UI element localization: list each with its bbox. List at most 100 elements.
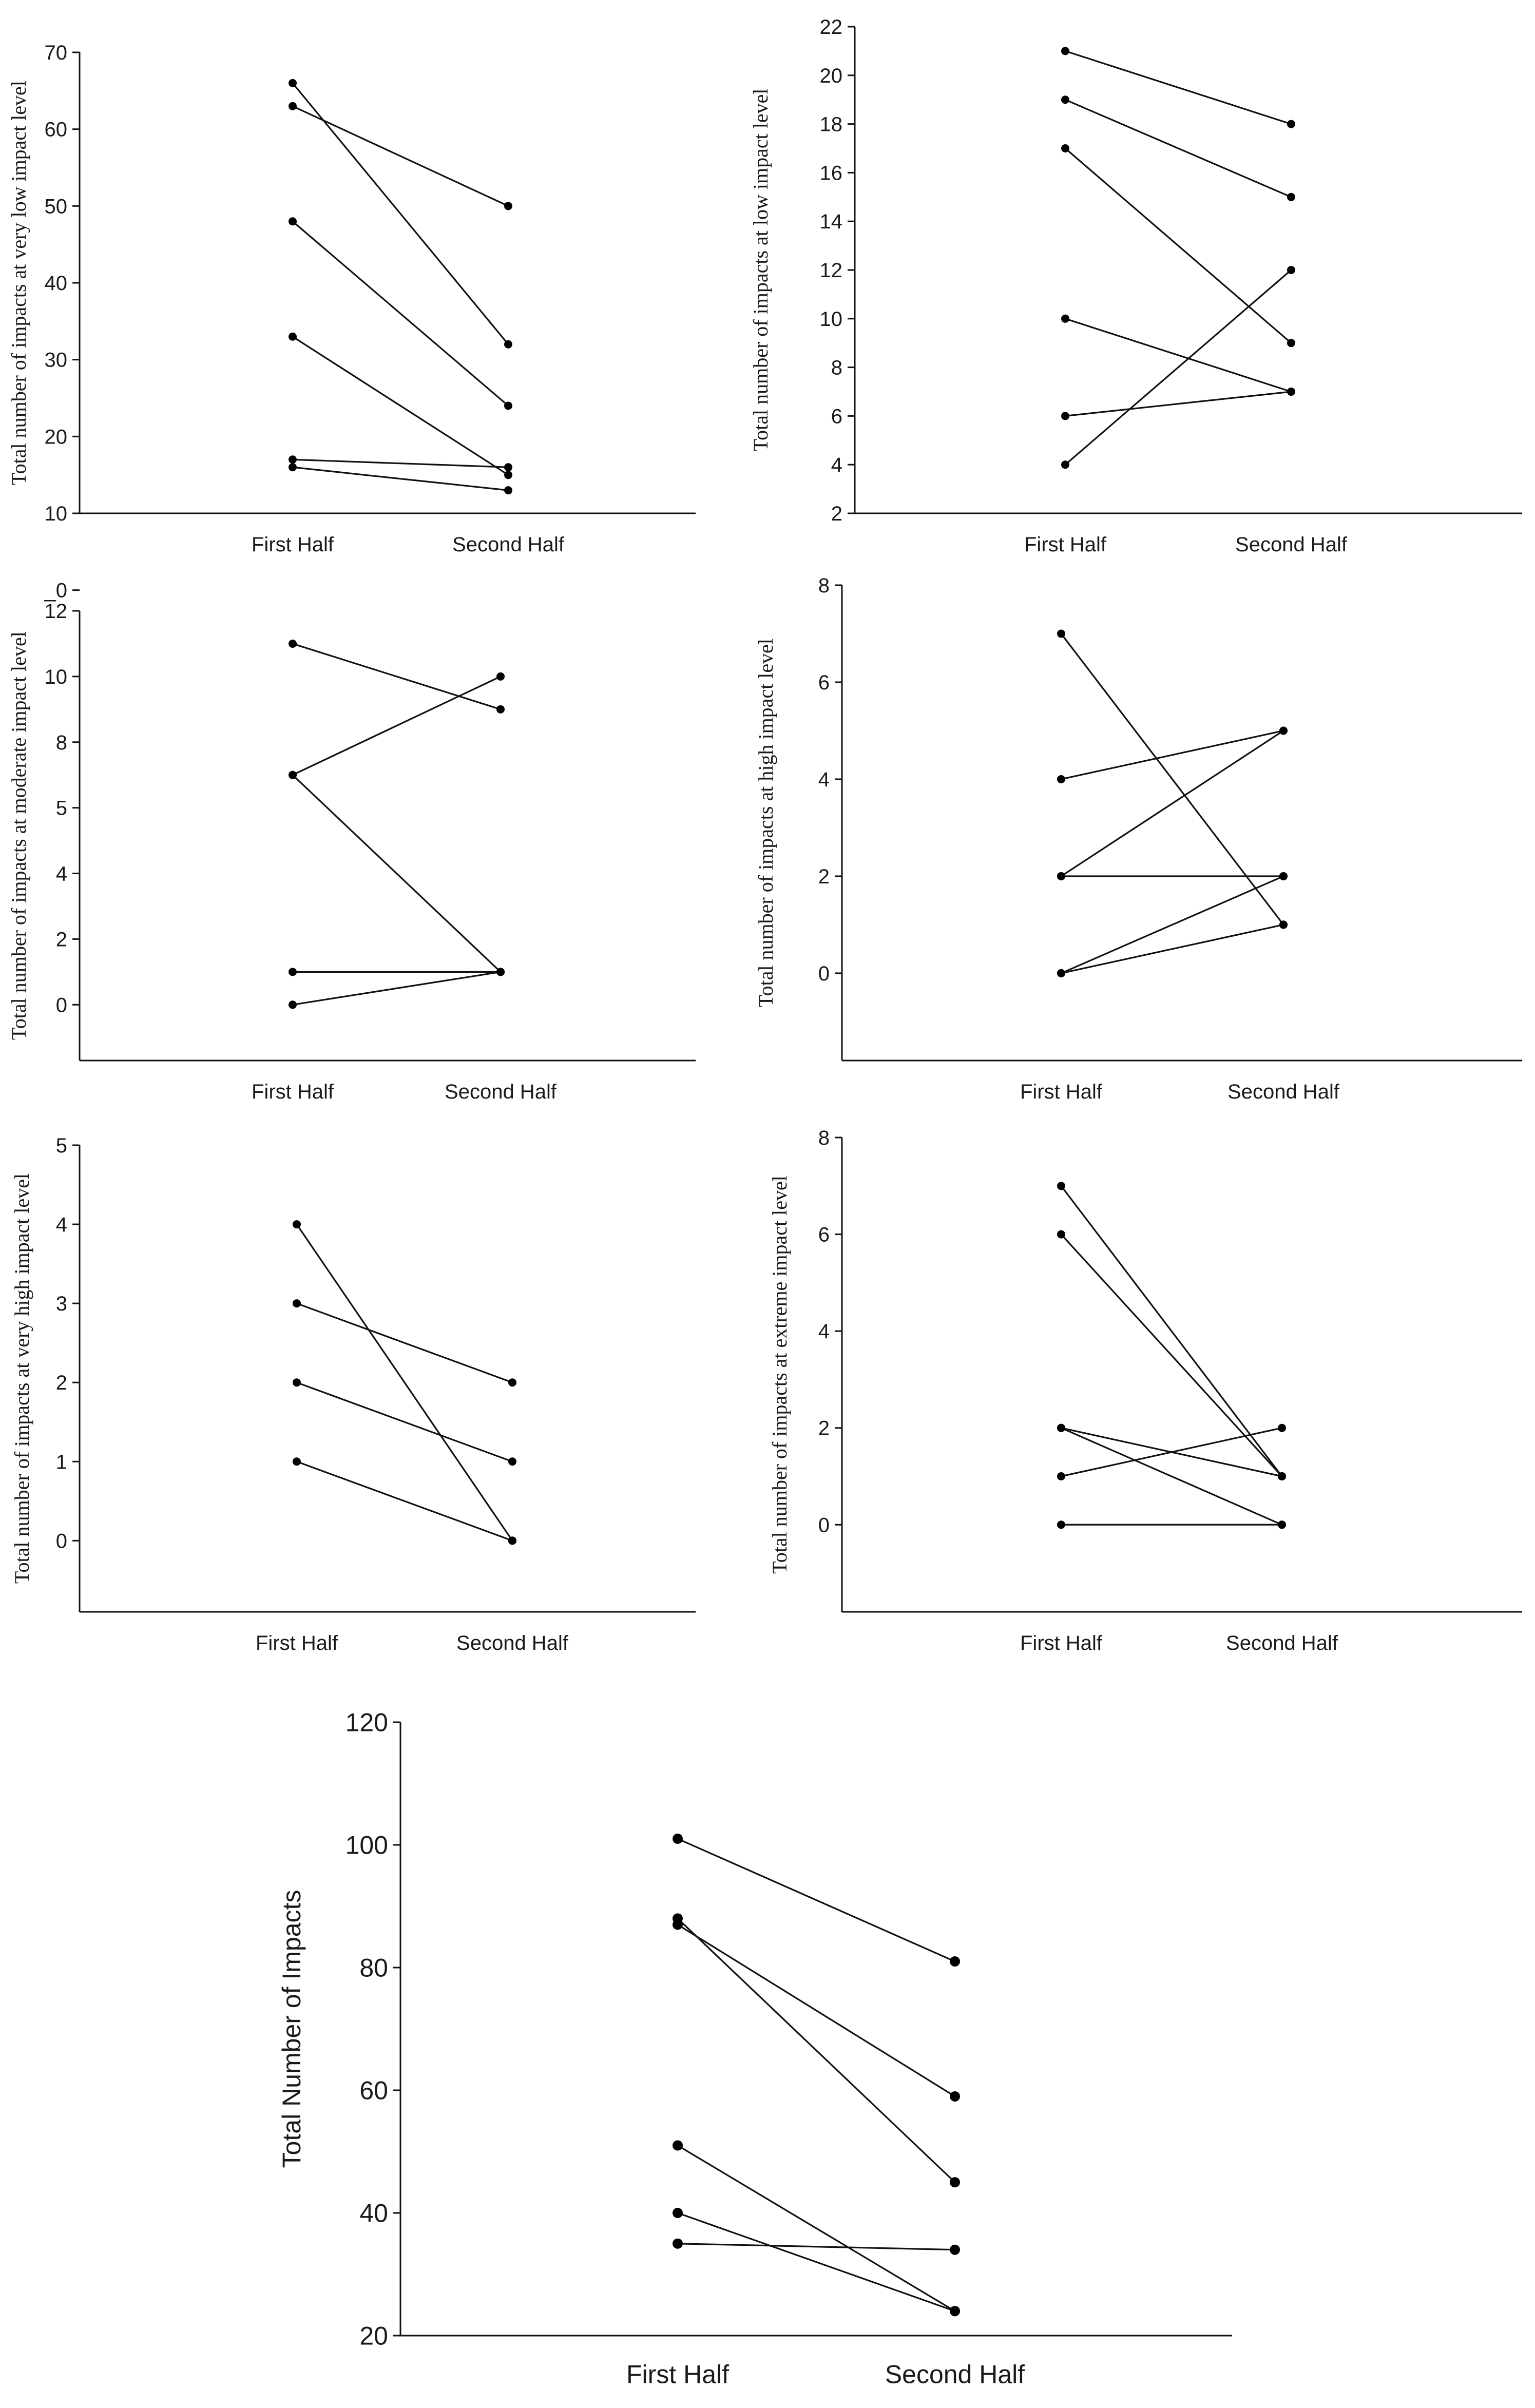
- series-line-player-5: [292, 458, 509, 468]
- data-point-first-half: [293, 1457, 301, 1466]
- series-line-player-6: [1061, 923, 1284, 974]
- y-tick-label: 40: [45, 272, 68, 295]
- y-tick-label: 20: [820, 65, 843, 87]
- series-line-player-4: [677, 2145, 955, 2312]
- data-point-first-half: [1061, 95, 1069, 104]
- y-tick-label: 20: [359, 2322, 388, 2351]
- series-line-player-5: [1065, 391, 1292, 417]
- data-point-first-half: [673, 2208, 683, 2218]
- series-line-player-1: [292, 643, 501, 710]
- y-tick-label: _0: [44, 580, 68, 602]
- y-tick-label: 3: [56, 1293, 67, 1315]
- data-point-second-half: [950, 1956, 960, 1967]
- data-point-second-half: [950, 2244, 960, 2255]
- data-point-first-half: [293, 1299, 301, 1308]
- y-axis-title: Total Number of Impacts: [277, 1890, 306, 2168]
- y-tick-label: 8: [56, 731, 67, 754]
- data-point-first-half: [673, 1834, 683, 1844]
- chart-panel-3: 0 2 4 5 8 10 12 First Half Second Half Total numb…: [7, 600, 696, 1103]
- x-category-label-second-half: Second Half: [445, 1081, 557, 1103]
- x-category-label-first-half: First Half: [252, 1081, 334, 1103]
- series-line-player-3: [292, 774, 502, 973]
- y-tick-label: 80: [359, 1954, 388, 1982]
- data-point-second-half: [950, 2177, 960, 2188]
- data-point-second-half: [504, 486, 512, 495]
- y-tick-label: 50: [45, 195, 68, 218]
- y-axis-title: Total number of impacts at low impact le…: [749, 89, 772, 452]
- data-point-first-half: [289, 639, 297, 648]
- chart-panel-2: 2 4 6 8 10 12 14 16 18 20 22 First Half Second Half T…: [749, 16, 1522, 556]
- y-tick-label: 2: [831, 503, 842, 525]
- series-line-player-2: [292, 676, 501, 776]
- data-point-first-half: [673, 2140, 683, 2151]
- data-point-first-half: [293, 1378, 301, 1387]
- x-category-label-second-half: Second Half: [1227, 1081, 1340, 1103]
- y-tick-label: 10: [45, 666, 68, 688]
- y-tick-label: 60: [45, 119, 68, 141]
- data-point-first-half: [289, 332, 297, 341]
- y-tick-label: 18: [820, 113, 843, 136]
- series-line-player-3: [1064, 147, 1292, 344]
- data-point-first-half: [289, 455, 297, 464]
- data-point-second-half: [496, 968, 505, 976]
- x-category-label-first-half: First Half: [626, 2360, 729, 2389]
- series-line-player-2: [677, 1918, 956, 2183]
- x-category-label-first-half: First Half: [1024, 533, 1107, 556]
- data-point-first-half: [1057, 1230, 1065, 1239]
- y-tick-label: 4: [831, 454, 842, 476]
- y-tick-label: 70: [45, 42, 68, 64]
- data-point-second-half: [504, 463, 512, 472]
- data-point-first-half: [289, 968, 297, 976]
- y-tick-label: 16: [820, 162, 843, 184]
- series-line-player-5: [1061, 875, 1284, 974]
- y-axis-title: Total number of impacts at extreme impac…: [768, 1176, 791, 1574]
- data-point-first-half: [673, 1919, 683, 1930]
- series-line-player-6: [292, 466, 509, 491]
- y-tick-label: 20: [45, 426, 68, 448]
- series-line-player-1: [1060, 1185, 1283, 1477]
- y-axis-title: Total number of impacts at very low impa…: [7, 81, 30, 485]
- y-tick-label: 120: [346, 1708, 388, 1737]
- chart-panel-6: 0 2 4 6 8 First Half Second Half Total number o…: [768, 1127, 1522, 1654]
- y-tick-label: 6: [818, 1224, 830, 1246]
- x-category-label-second-half: Second Half: [1226, 1632, 1338, 1654]
- data-point-first-half: [1057, 1472, 1065, 1480]
- data-point-first-half: [1057, 775, 1065, 783]
- y-axis-title: Total number of impacts at very high imp…: [10, 1173, 33, 1584]
- series-line-player-2: [1065, 99, 1292, 198]
- data-point-first-half: [1057, 629, 1065, 638]
- series-line-player-5: [292, 971, 501, 1006]
- series-line-player-1: [1065, 50, 1292, 125]
- data-point-first-half: [289, 217, 297, 226]
- data-point-second-half: [1278, 1520, 1286, 1529]
- y-tick-label: 2: [56, 1372, 67, 1394]
- y-tick-label: 5: [56, 1134, 67, 1157]
- y-tick-label: 40: [359, 2199, 388, 2228]
- y-tick-label: 4: [818, 768, 830, 791]
- data-point-first-half: [1057, 969, 1065, 977]
- data-point-first-half: [1057, 1520, 1065, 1529]
- chart-panel-4: 0 2 4 6 8 First Half Second Half Total number o…: [754, 574, 1522, 1103]
- y-tick-label: 100: [346, 1831, 388, 1860]
- y-tick-label: 6: [818, 671, 830, 694]
- data-point-second-half: [1279, 872, 1288, 880]
- y-tick-label: 10: [820, 308, 843, 331]
- data-point-first-half: [1061, 144, 1069, 152]
- x-category-label-first-half: First Half: [1020, 1632, 1103, 1654]
- series-line-player-3: [677, 1923, 955, 2097]
- data-point-first-half: [1061, 412, 1069, 420]
- data-point-first-half: [1057, 872, 1065, 880]
- data-point-first-half: [673, 2238, 683, 2249]
- data-point-second-half: [950, 2306, 960, 2317]
- data-point-second-half: [504, 401, 512, 410]
- y-tick-label: 2: [56, 928, 67, 951]
- series-line-player-5: [1061, 1427, 1282, 1477]
- data-point-first-half: [289, 102, 297, 110]
- y-tick-label: 4: [56, 1213, 67, 1236]
- series-line-player-3: [1061, 730, 1284, 877]
- data-point-first-half: [289, 463, 297, 472]
- series-line-player-1: [296, 1224, 513, 1542]
- data-point-second-half: [1287, 388, 1295, 396]
- data-point-second-half: [1279, 920, 1288, 929]
